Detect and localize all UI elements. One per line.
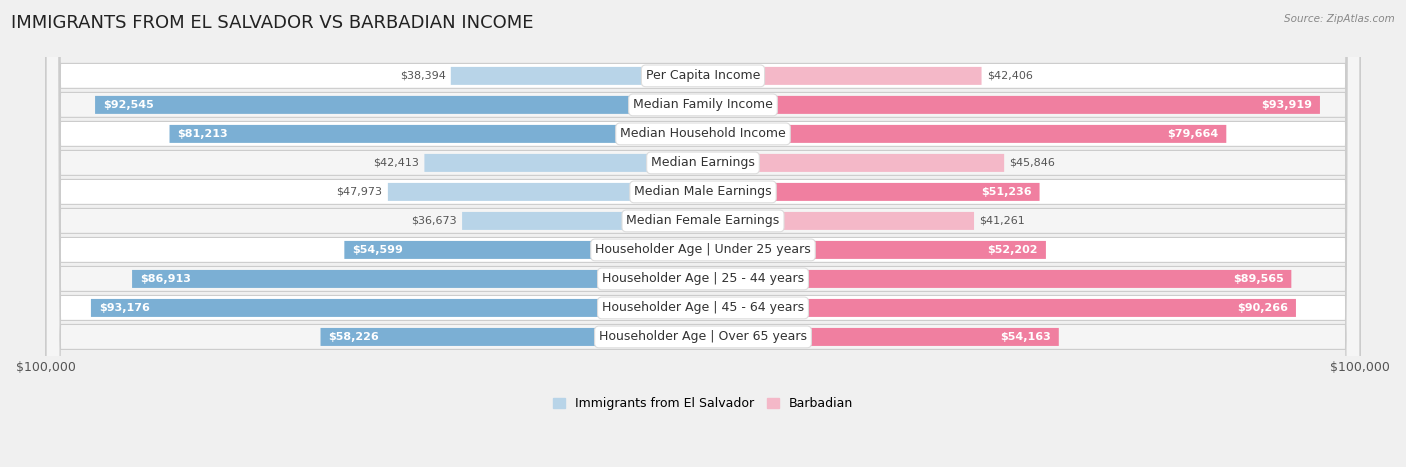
FancyBboxPatch shape [703, 125, 1226, 143]
Text: Median Household Income: Median Household Income [620, 127, 786, 141]
FancyBboxPatch shape [703, 299, 1296, 317]
Text: Median Male Earnings: Median Male Earnings [634, 185, 772, 198]
FancyBboxPatch shape [703, 328, 1059, 346]
FancyBboxPatch shape [46, 0, 1360, 467]
FancyBboxPatch shape [344, 241, 703, 259]
FancyBboxPatch shape [451, 67, 703, 85]
Text: Median Female Earnings: Median Female Earnings [627, 214, 779, 227]
Text: $93,176: $93,176 [98, 303, 149, 313]
Text: Median Family Income: Median Family Income [633, 99, 773, 112]
FancyBboxPatch shape [321, 328, 703, 346]
Text: $86,913: $86,913 [141, 274, 191, 284]
Text: $47,973: $47,973 [336, 187, 382, 197]
FancyBboxPatch shape [91, 299, 703, 317]
Text: Per Capita Income: Per Capita Income [645, 70, 761, 82]
Text: $36,673: $36,673 [411, 216, 457, 226]
Text: $42,406: $42,406 [987, 71, 1032, 81]
Text: $54,599: $54,599 [353, 245, 404, 255]
Text: $38,394: $38,394 [399, 71, 446, 81]
Text: $79,664: $79,664 [1167, 129, 1219, 139]
Text: $90,266: $90,266 [1237, 303, 1288, 313]
Text: $93,919: $93,919 [1261, 100, 1312, 110]
FancyBboxPatch shape [46, 0, 1360, 467]
FancyBboxPatch shape [703, 67, 981, 85]
FancyBboxPatch shape [703, 154, 1004, 172]
FancyBboxPatch shape [46, 0, 1360, 467]
FancyBboxPatch shape [170, 125, 703, 143]
Text: Householder Age | 25 - 44 years: Householder Age | 25 - 44 years [602, 272, 804, 285]
FancyBboxPatch shape [46, 0, 1360, 467]
Text: Householder Age | Over 65 years: Householder Age | Over 65 years [599, 331, 807, 343]
Text: $51,236: $51,236 [981, 187, 1032, 197]
Text: Median Earnings: Median Earnings [651, 156, 755, 170]
FancyBboxPatch shape [46, 0, 1360, 467]
FancyBboxPatch shape [96, 96, 703, 114]
FancyBboxPatch shape [703, 183, 1039, 201]
Text: $92,545: $92,545 [103, 100, 153, 110]
FancyBboxPatch shape [46, 0, 1360, 467]
FancyBboxPatch shape [388, 183, 703, 201]
Text: $45,846: $45,846 [1010, 158, 1056, 168]
FancyBboxPatch shape [703, 270, 1291, 288]
Text: Householder Age | Under 25 years: Householder Age | Under 25 years [595, 243, 811, 256]
FancyBboxPatch shape [425, 154, 703, 172]
Text: $58,226: $58,226 [329, 332, 380, 342]
FancyBboxPatch shape [46, 0, 1360, 467]
Text: $54,163: $54,163 [1000, 332, 1050, 342]
FancyBboxPatch shape [703, 212, 974, 230]
Text: $89,565: $89,565 [1233, 274, 1284, 284]
Text: $41,261: $41,261 [980, 216, 1025, 226]
Text: IMMIGRANTS FROM EL SALVADOR VS BARBADIAN INCOME: IMMIGRANTS FROM EL SALVADOR VS BARBADIAN… [11, 14, 534, 32]
Text: $42,413: $42,413 [373, 158, 419, 168]
Text: $52,202: $52,202 [987, 245, 1038, 255]
FancyBboxPatch shape [463, 212, 703, 230]
FancyBboxPatch shape [46, 0, 1360, 467]
Text: $81,213: $81,213 [177, 129, 228, 139]
FancyBboxPatch shape [703, 96, 1320, 114]
FancyBboxPatch shape [703, 241, 1046, 259]
FancyBboxPatch shape [132, 270, 703, 288]
Text: Source: ZipAtlas.com: Source: ZipAtlas.com [1284, 14, 1395, 24]
Text: Householder Age | 45 - 64 years: Householder Age | 45 - 64 years [602, 301, 804, 314]
FancyBboxPatch shape [46, 0, 1360, 467]
Legend: Immigrants from El Salvador, Barbadian: Immigrants from El Salvador, Barbadian [547, 392, 859, 415]
FancyBboxPatch shape [46, 0, 1360, 467]
